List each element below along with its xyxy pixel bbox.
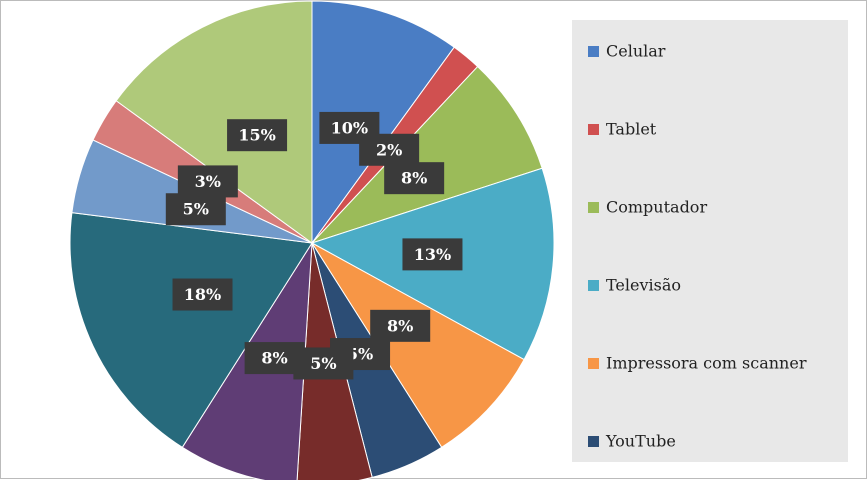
legend-swatch [588,436,599,447]
data-label: 2% [376,140,402,159]
label-box [165,193,226,226]
data-label: 5% [183,200,209,219]
label-box [172,278,233,311]
legend-label: Celular [606,42,666,61]
slice [311,242,525,449]
data-label: 8% [387,316,413,335]
legend-label: YouTube [605,432,676,451]
data-label: 18% [184,285,221,304]
data-label: 15% [238,126,275,145]
labels: 10% 2% 8% 13% 8% 5% 5% 8% 18% 5% 3% 15% [165,111,463,380]
legend-swatch [588,202,599,213]
legend-label: Televisão [606,276,681,295]
slices [69,0,555,480]
label-box [384,162,445,195]
slice [311,65,543,244]
data-label: 8% [261,349,287,368]
legend-box [572,20,848,462]
label-box [227,119,288,152]
data-label: 5% [347,345,373,364]
label-box [402,238,463,271]
legend-label: Computador [606,198,707,217]
slice [69,212,313,449]
legend-label: Tablet [606,120,657,139]
label-box [370,309,431,342]
legend-swatch [588,358,599,369]
label-box [359,133,420,166]
legend-swatch [588,46,599,57]
legend-label: Impressora com scanner [606,354,807,373]
slice [115,0,313,244]
data-label: 13% [414,245,451,264]
data-label: 10% [331,118,368,137]
legend: Celular Tablet Computador Televisão Impresso… [588,42,807,451]
label-box [177,165,238,198]
data-label: 3% [195,172,221,191]
legend-swatch [588,280,599,291]
data-label: 8% [401,169,427,188]
slice [311,0,455,245]
legend-swatch [588,124,599,135]
label-box [244,342,305,375]
data-label: 5% [310,354,336,373]
